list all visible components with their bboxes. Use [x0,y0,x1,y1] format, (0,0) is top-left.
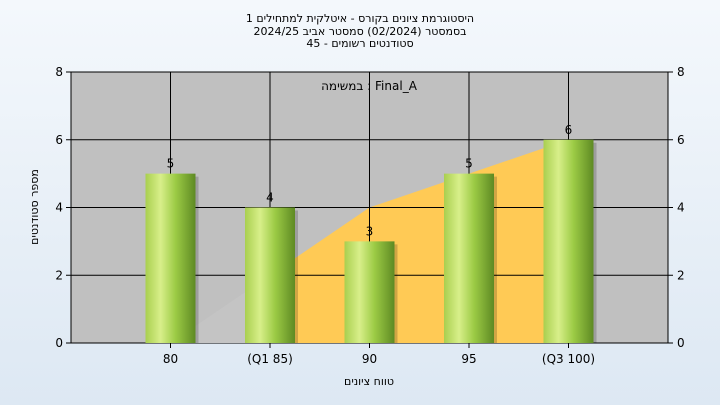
x-tick-label: 95 [461,352,476,366]
bar [245,207,295,343]
y-tick-label-right: 2 [677,268,685,282]
bar [145,173,196,343]
bar [344,241,395,343]
y-tick-label-left: 8 [55,65,63,79]
x-axis: 80 (Q1 85) 90 95 (Q3 100) [163,343,595,366]
chart-title-line-1: היסטוגרמת ציונים בקורס - איטלקית למתחילי… [246,12,474,25]
y-tick-label-left: 0 [55,336,63,350]
x-axis-label: טווח ציונים [344,375,394,388]
x-tick-label: 90 [362,352,377,366]
y-tick-label-right: 0 [677,336,685,350]
chart-title: היסטוגרמת ציונים בקורס - איטלקית למתחילי… [246,12,474,50]
y-tick-label-left: 4 [55,201,63,215]
y-axis-label: מספר סטודנטים [28,169,41,245]
bar-value-label: 5 [167,157,175,171]
chart-title-line-2: בסמסטר (02/2024) סמסטר אביב 2024/25 [253,25,466,38]
y-axis-left: 0 2 4 6 8 [55,65,71,350]
y-tick-label-right: 4 [677,201,685,215]
bar-value-label: 6 [565,123,573,137]
y-tick-label-left: 6 [55,133,63,147]
y-tick-label-right: 6 [677,133,685,147]
x-tick-label: 80 [163,352,178,366]
x-tick-label: (Q1 85) [247,352,293,366]
bar-value-label: 3 [366,224,374,238]
bar [543,139,594,343]
y-tick-label-left: 2 [55,268,63,282]
data-labels: 5 4 3 5 6 [167,123,573,239]
bar-value-label: 4 [266,191,274,205]
bar-value-label: 5 [465,157,473,171]
chart-title-line-3: סטודנטים רשומים - 45 [306,37,413,50]
bars [145,139,597,343]
y-tick-label-right: 8 [677,65,685,79]
legend-text: במשימה : Final_A [321,79,418,93]
x-tick-label: (Q3 100) [542,352,595,366]
y-axis-right: 0 2 4 6 8 [668,65,685,350]
bar [444,173,494,343]
